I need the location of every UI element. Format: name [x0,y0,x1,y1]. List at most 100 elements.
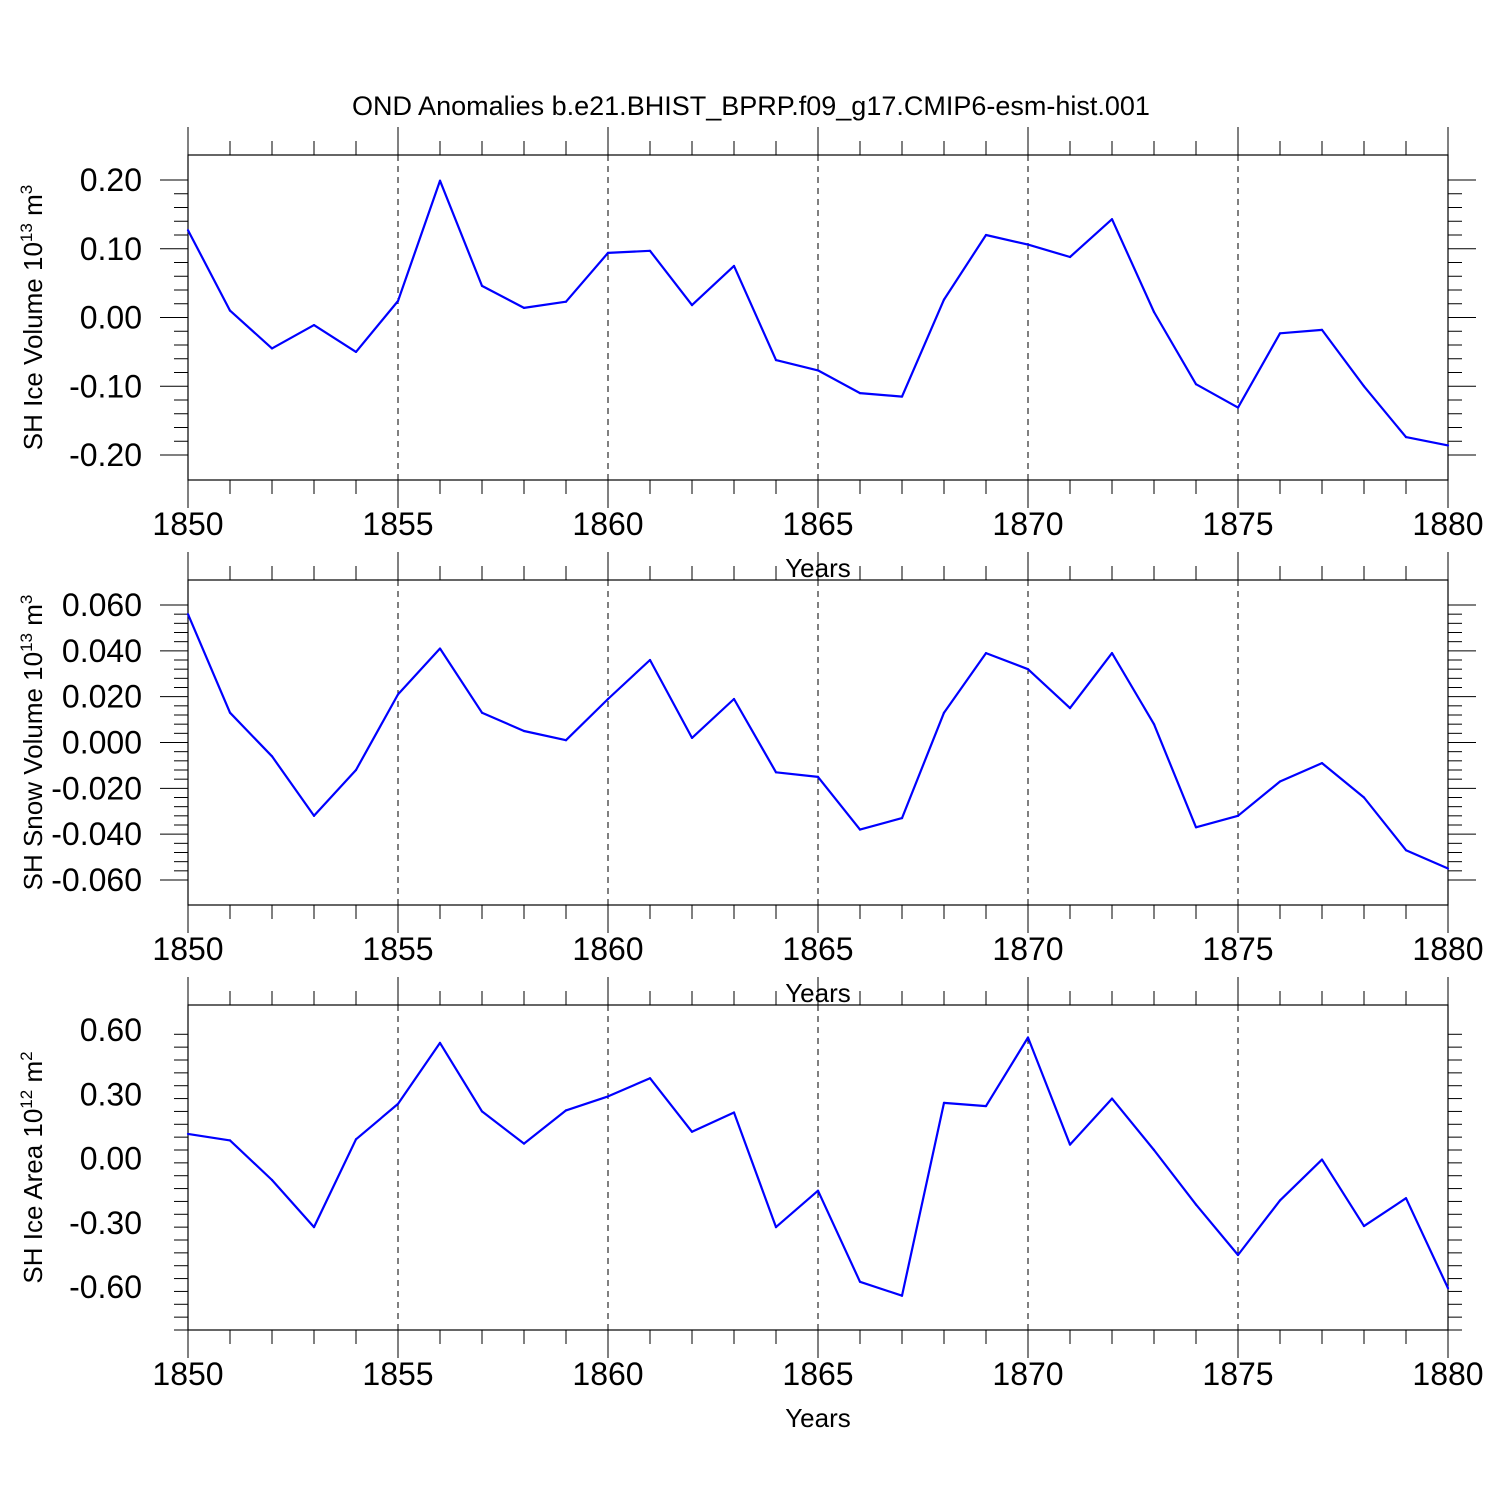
data-point [312,1226,316,1229]
data-point [186,229,190,232]
data-point [774,359,778,362]
data-point [1362,385,1366,388]
data-point [354,350,358,353]
x-tick-label: 1880 [1412,931,1483,967]
data-point [522,306,526,309]
data-point [1278,332,1282,335]
data-point [942,298,946,301]
panel-2: 0.060 0.040 0.020 0.000 -0.020 -0.040 -0.060 18… [17,552,1484,1008]
data-point [522,1142,526,1145]
data-point [816,1189,820,1192]
data-point [228,309,232,312]
x-tick-label: 1850 [152,506,223,542]
x-tick-label: 1850 [152,1356,223,1392]
panel-3: 0.60 0.30 0.00 -0.30 -0.60 1850 1855 1860 1865 18… [17,977,1484,1433]
panel-1: 0.20 0.10 0.00 -0.10 -0.20 1850 1855 1860 1865 18… [17,127,1484,583]
data-point [1152,1148,1156,1152]
data-point [1110,1097,1114,1100]
y-tick-label: -0.10 [69,368,142,404]
data-point [480,1110,484,1113]
data-point [1404,1197,1408,1200]
data-point [816,775,820,778]
y-axis-label: SH Ice Area 1012 m2 [17,1051,48,1283]
data-point [732,697,736,701]
data-point [1110,218,1114,221]
x-tick-label: 1865 [782,506,853,542]
data-point [564,739,568,742]
data-point [1278,780,1282,783]
data-point [984,652,988,655]
y-axis-label: SH Snow Volume 1013 m3 [17,595,48,891]
data-point [438,179,442,182]
data-point [354,768,358,772]
x-tick-label: 1855 [362,506,433,542]
x-tick-label: 1865 [782,1356,853,1392]
data-point [312,814,316,817]
data-point [438,647,442,650]
data-point [270,755,274,758]
data-point [1236,814,1240,817]
data-point [774,1226,778,1229]
x-tick-label: 1850 [152,931,223,967]
data-point [312,323,316,327]
data-point [522,729,526,733]
data-point [186,613,190,616]
data-point [1320,762,1324,765]
y-tick-label: 0.60 [80,1012,142,1048]
y-tick-label: 0.060 [62,587,142,623]
y-tick-label: 0.00 [80,300,142,336]
data-point [1278,1199,1282,1202]
data-point [270,347,274,350]
data-point [564,300,568,303]
data-point [1320,1158,1324,1161]
y-tick-label: -0.060 [51,862,142,898]
data-point [942,1101,946,1104]
data-point [732,264,736,268]
x-tick-label: 1870 [992,506,1063,542]
y-axis-label: SH Ice Volume 1013 m3 [17,185,48,450]
data-point [858,1280,862,1283]
data-point [1446,1287,1450,1290]
data-point [984,233,988,237]
x-tick-label: 1875 [1202,931,1273,967]
data-point [690,304,694,307]
data-point [816,369,820,372]
data-point [396,693,400,696]
data-point [1194,826,1198,829]
x-tick-label: 1870 [992,1356,1063,1392]
data-point [1026,1036,1030,1039]
data-point [774,771,778,774]
data-point [1236,1253,1240,1257]
data-point [186,1132,190,1136]
y-tick-label: 0.020 [62,679,142,715]
data-point [1026,668,1030,671]
data-point [228,711,232,714]
data-point [690,1130,694,1133]
data-point [228,1139,232,1142]
y-tick-label: -0.60 [69,1269,142,1305]
data-point [1152,310,1156,314]
data-point [648,249,652,252]
y-tick-label: 0.000 [62,725,142,761]
x-tick-label: 1875 [1202,506,1273,542]
data-point [1404,436,1408,439]
data-point [480,711,484,714]
x-tick-label: 1880 [1412,506,1483,542]
data-point [690,736,694,740]
data-point [1068,255,1072,259]
y-tick-label: 0.10 [80,231,142,267]
x-tick-label: 1880 [1412,1356,1483,1392]
data-point [1236,406,1240,409]
data-point [438,1041,442,1044]
y-tick-label: 0.20 [80,162,142,198]
data-point [648,1077,652,1080]
data-point [606,1095,610,1098]
data-point [1446,867,1450,870]
data-point [396,1102,400,1106]
data-point [480,284,484,287]
series-line [186,613,1449,870]
y-tick-label: 0.00 [80,1141,142,1177]
data-point [1194,1203,1198,1206]
data-point [1068,1143,1072,1146]
